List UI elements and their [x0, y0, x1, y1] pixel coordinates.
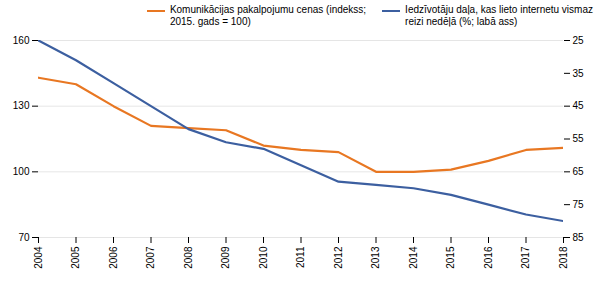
- svg-text:45: 45: [573, 100, 585, 111]
- svg-text:55: 55: [573, 133, 585, 144]
- svg-text:2009: 2009: [220, 246, 231, 269]
- svg-text:35: 35: [573, 68, 585, 79]
- svg-text:2016: 2016: [483, 246, 494, 269]
- svg-text:2012: 2012: [333, 246, 344, 269]
- svg-text:100: 100: [13, 166, 30, 177]
- svg-text:2004: 2004: [33, 246, 44, 269]
- svg-text:25: 25: [573, 35, 585, 46]
- svg-text:2007: 2007: [145, 246, 156, 269]
- svg-text:75: 75: [573, 199, 585, 210]
- svg-text:2010: 2010: [258, 246, 269, 269]
- svg-text:160: 160: [13, 35, 30, 46]
- svg-text:130: 130: [13, 100, 30, 111]
- html-text:Komunikācijas pakalpojumu cena: Komunikācijas pakalpojumu cenas (indekss…: [169, 4, 367, 27]
- svg-text:2018: 2018: [558, 246, 569, 269]
- svg-text:2014: 2014: [408, 246, 419, 269]
- html-text:Iedzīvotāju daļa, kas lieto in: Iedzīvotāju daļa, kas lieto internetu vi…: [405, 4, 593, 27]
- svg-text:65: 65: [573, 166, 585, 177]
- svg-text:70: 70: [18, 232, 30, 243]
- svg-text:2006: 2006: [108, 246, 119, 269]
- svg-text:2015: 2015: [445, 246, 456, 269]
- svg-text:85: 85: [573, 232, 585, 243]
- svg-text:2008: 2008: [183, 246, 194, 269]
- svg-text:2011: 2011: [295, 246, 306, 268]
- svg-text:2005: 2005: [70, 246, 81, 269]
- svg-text:2013: 2013: [370, 246, 381, 269]
- svg-text:2017: 2017: [520, 246, 531, 269]
